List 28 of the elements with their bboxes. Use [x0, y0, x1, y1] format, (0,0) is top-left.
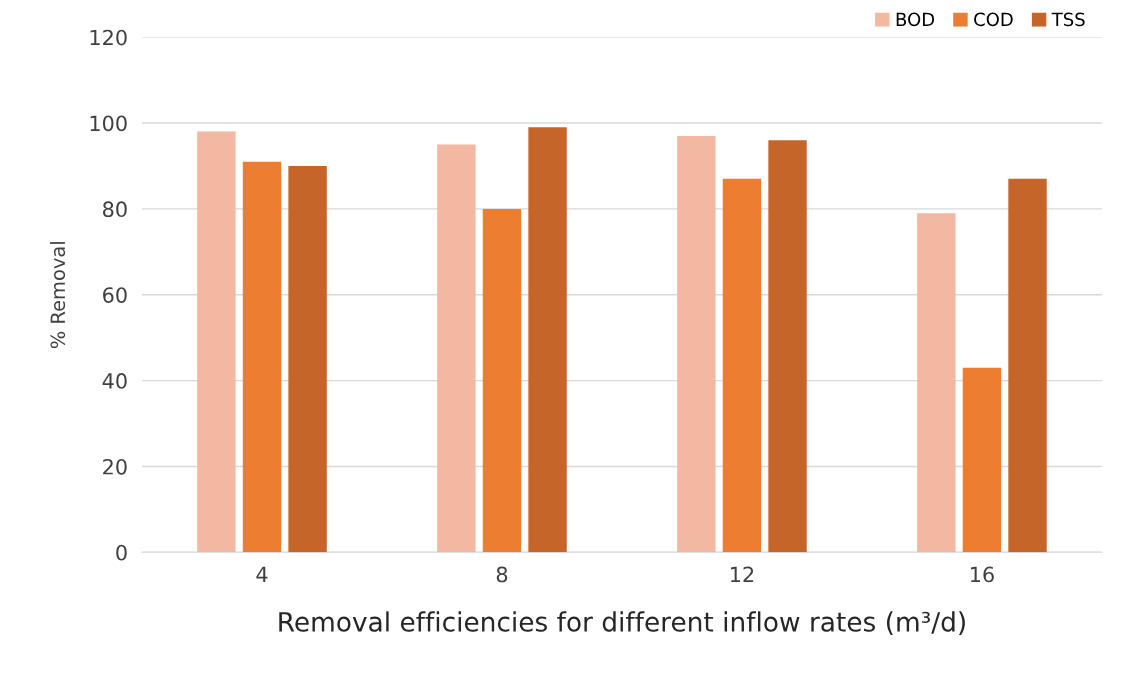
x-tick-label: 12 — [730, 566, 754, 583]
x-tick-label: 4 — [256, 566, 268, 583]
bar — [962, 367, 1002, 553]
y-tick-label: 120 — [90, 29, 127, 46]
bar — [197, 131, 236, 553]
x-tick-label: 8 — [496, 566, 508, 583]
bar — [722, 178, 762, 553]
y-tick-label: 100 — [90, 115, 127, 132]
x-tick-label: 16 — [970, 566, 994, 583]
bar — [528, 127, 567, 553]
bar — [1008, 178, 1047, 553]
legend-label: COD — [974, 12, 1013, 27]
y-tick-label: 20 — [103, 458, 127, 475]
bar — [677, 135, 716, 553]
bar — [437, 144, 476, 553]
bar — [288, 165, 327, 553]
x-axis-title: Removal efficiencies for different inflow rates (m³/d) — [279, 611, 965, 635]
y-tick-label: 80 — [103, 201, 127, 218]
y-tick-label: 0 — [116, 544, 127, 561]
legend-label: TSS — [1051, 12, 1085, 27]
y-axis-title: % Removal — [50, 242, 66, 349]
y-tick-label: 40 — [102, 373, 127, 389]
bar — [482, 208, 522, 553]
bar — [768, 140, 807, 553]
bar — [242, 161, 282, 553]
bar — [917, 213, 956, 553]
legend-label: BOD — [896, 12, 935, 27]
y-tick-label: 60 — [103, 287, 127, 303]
